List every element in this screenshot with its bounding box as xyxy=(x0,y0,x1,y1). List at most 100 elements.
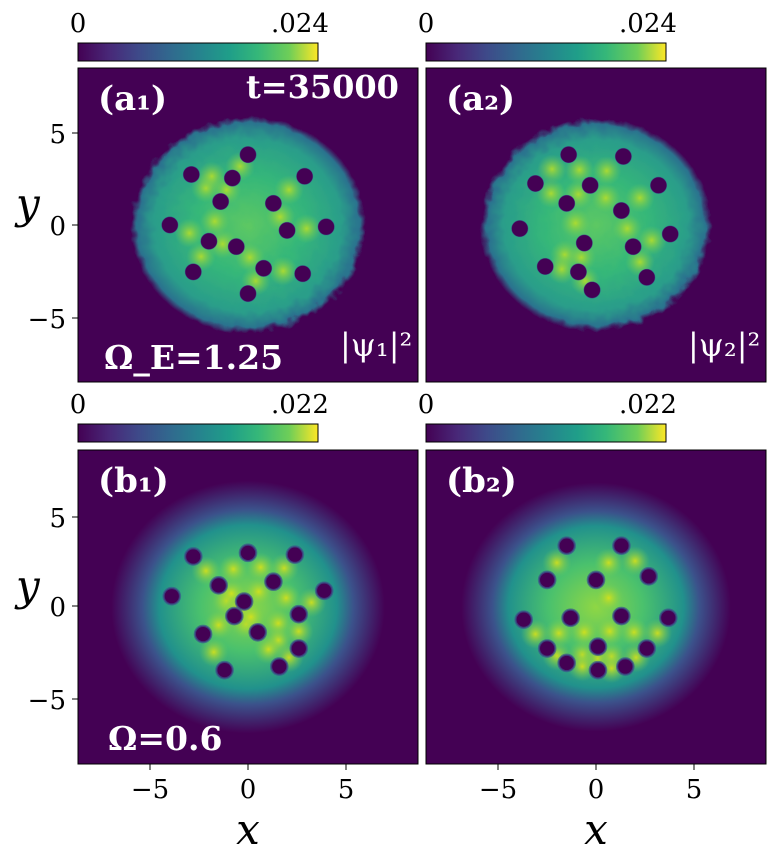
xticks-b1: −5 0 5 xyxy=(131,764,354,805)
density-maximum xyxy=(560,208,591,238)
density-maximum xyxy=(619,617,649,647)
colorbar-a1-min-label: 0 xyxy=(70,9,87,39)
vortex-core xyxy=(239,146,257,164)
vortex-core xyxy=(537,570,557,590)
vortex-core xyxy=(215,660,234,680)
panel-label-b2: (b₂) xyxy=(446,461,517,501)
vortex-core xyxy=(183,547,203,566)
vortex-core xyxy=(536,257,554,276)
vortex-core xyxy=(212,193,230,211)
vortex-core xyxy=(255,259,273,277)
vortex-core xyxy=(624,238,642,256)
panel-b1: 0 .022 (b₁) Ω=0.6 y 5 0 −5 −5 0 5 x xyxy=(14,390,419,854)
vortex-core xyxy=(650,176,668,194)
density-maximum xyxy=(637,225,667,255)
vortex-core xyxy=(248,622,268,642)
vortex-core xyxy=(285,545,305,564)
panel-a1: 0 .024 (a₁) t=35000 Ω_E=1.25 |ψ₁|² y 5 0… xyxy=(14,9,419,383)
xtick-label-b1-5: 5 xyxy=(338,775,355,805)
xlabel-b1: x xyxy=(236,805,260,854)
vortex-core xyxy=(588,660,608,680)
ytick-label-a1-0: 0 xyxy=(49,212,66,242)
vortex-core xyxy=(184,263,202,281)
colorbar-a1: 0 .024 xyxy=(70,9,329,62)
ytick-label-a1-5: 5 xyxy=(49,120,66,150)
xtick-label-b1-0: 0 xyxy=(240,775,257,805)
vortex-core xyxy=(296,167,314,185)
xtick-label-b2-5: 5 xyxy=(686,775,703,805)
time-label: t=35000 xyxy=(246,68,399,106)
vortex-core xyxy=(278,221,296,239)
vortex-core xyxy=(182,165,200,183)
omega-e-label: Ω_E=1.25 xyxy=(104,338,283,377)
vortex-core xyxy=(234,592,254,611)
vortex-core xyxy=(314,581,334,601)
omega-label: Ω=0.6 xyxy=(108,719,222,758)
colorbar-a1-max-label: .024 xyxy=(271,9,329,39)
density-maximum xyxy=(620,546,650,576)
colorbar-b2-min-label: 0 xyxy=(418,390,435,420)
vortex-core xyxy=(200,232,218,250)
colorbar-b2-max-label: .022 xyxy=(619,390,677,420)
vortex-core xyxy=(557,653,576,673)
density-maximum xyxy=(537,154,567,184)
density-maximum xyxy=(594,583,624,613)
density-maximum xyxy=(200,206,230,237)
colorbar-a2: 0 .024 xyxy=(418,9,677,62)
vortex-core xyxy=(561,608,580,628)
vortex-core xyxy=(209,576,228,595)
panel-label-b1: (b₁) xyxy=(98,461,169,501)
colorbar-b2-bar xyxy=(425,423,667,443)
vortex-core xyxy=(294,265,312,283)
vortex-core xyxy=(511,220,529,238)
vortex-core xyxy=(575,234,593,252)
xtick-label-b1-m5: −5 xyxy=(131,775,169,805)
vortex-core xyxy=(612,202,630,220)
vortex-core xyxy=(637,639,657,658)
density-maximum xyxy=(594,548,624,578)
heatmap-a1 xyxy=(130,116,366,334)
colorbar-a1-bar xyxy=(77,42,319,62)
vortex-core xyxy=(289,639,309,658)
vortex-core xyxy=(560,146,578,164)
density-maximum xyxy=(218,554,249,584)
vortex-core xyxy=(193,624,213,644)
colorbar-b2: 0 .022 xyxy=(418,390,677,443)
vortex-core xyxy=(612,536,631,555)
vortex-core xyxy=(264,572,283,592)
heatmap-a2 xyxy=(480,118,712,332)
density-maximum xyxy=(536,178,566,209)
vortex-core xyxy=(289,604,309,624)
ytick-label-b1-m5: −5 xyxy=(28,686,66,716)
density-maximum xyxy=(542,548,572,578)
density-maximum xyxy=(174,218,205,248)
panel-label-a2: (a₂) xyxy=(446,79,515,119)
colorbar-b1-min-label: 0 xyxy=(70,390,87,420)
xticks-b2: −5 0 5 xyxy=(479,764,702,805)
vortex-core xyxy=(616,657,635,676)
vortex-core xyxy=(537,639,557,658)
colorbar-a2-bar xyxy=(425,42,667,62)
vortex-core xyxy=(225,606,244,626)
density-maximum xyxy=(612,213,642,244)
ytick-label-a1-m5: −5 xyxy=(28,305,66,335)
ylabel-b: y xyxy=(14,561,41,610)
yticks-a1: 5 0 −5 xyxy=(28,120,78,335)
colorbar-b1-max-label: .022 xyxy=(271,390,329,420)
ytick-label-b1-0: 0 xyxy=(49,593,66,623)
vortex-core xyxy=(161,216,179,234)
vortex-core xyxy=(223,169,241,187)
heatmap-a2-frame xyxy=(425,67,767,383)
vortex-core xyxy=(583,281,601,299)
panel-b2: 0 .022 (b₂) −5 0 5 x xyxy=(418,390,767,854)
heatmap-b2 xyxy=(461,482,731,732)
vortex-core xyxy=(227,238,245,256)
vortex-core xyxy=(317,218,335,236)
density-maximum xyxy=(625,183,655,213)
vortex-core xyxy=(569,263,587,281)
vortex-core xyxy=(239,285,257,303)
density-maximum xyxy=(564,155,595,185)
panel-a2: 0 .024 (a₂) |ψ₂|² xyxy=(418,9,767,383)
colorbar-b1: 0 .022 xyxy=(70,390,329,443)
